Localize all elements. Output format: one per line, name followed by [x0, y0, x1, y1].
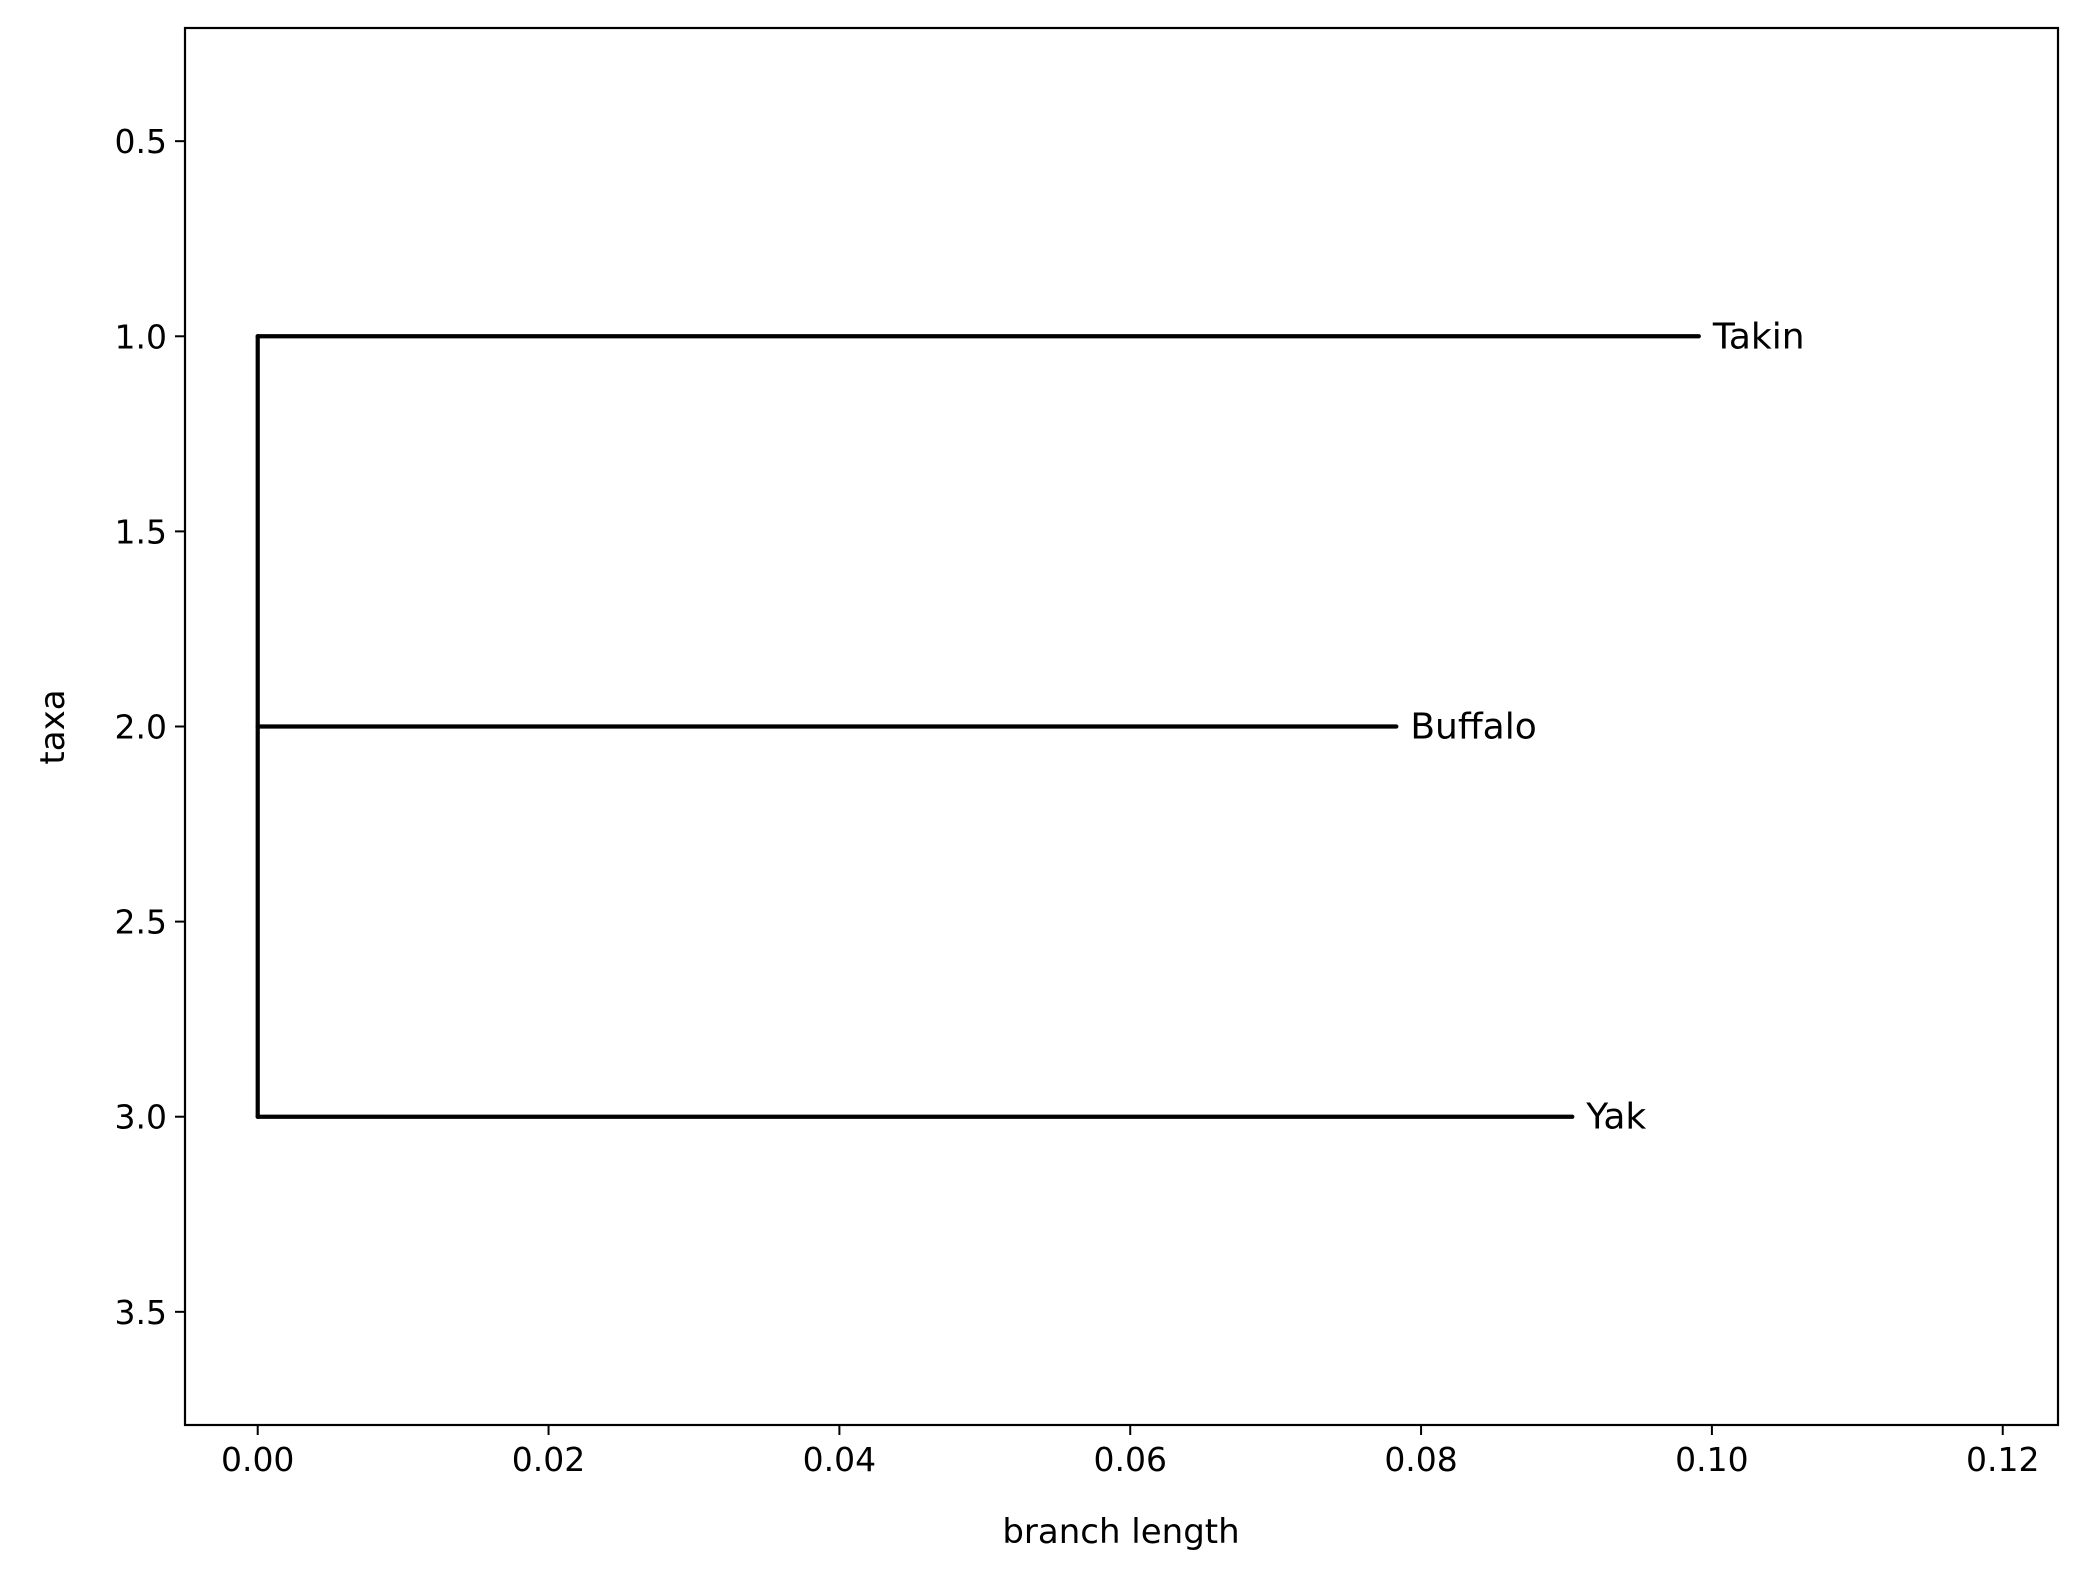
y-tick-label: 1.5	[115, 512, 167, 551]
x-tick-label: 0.00	[221, 1440, 294, 1479]
plot-frame	[183, 26, 2060, 1427]
x-axis-label: branch length	[1002, 1512, 1239, 1552]
y-axis-label: taxa	[33, 689, 73, 764]
y-tick-label: 2.5	[115, 903, 167, 942]
taxon-label-yak: Yak	[1585, 1097, 1646, 1138]
y-tick-label: 1.0	[115, 317, 167, 356]
y-tick-label: 3.0	[115, 1098, 167, 1137]
taxon-label-takin: Takin	[1712, 316, 1805, 357]
y-tick-label: 0.5	[115, 122, 167, 161]
y-tick-label: 3.5	[115, 1293, 167, 1332]
x-tick-label: 0.12	[1966, 1440, 2039, 1479]
x-tick-label: 0.06	[1093, 1440, 1166, 1479]
x-tick-label: 0.04	[803, 1440, 876, 1479]
x-ticks: 0.00 0.02 0.04 0.06 0.08 0.10 0.12	[221, 1425, 2039, 1479]
x-tick-label: 0.08	[1384, 1440, 1457, 1479]
y-ticks: 0.5 1.0 1.5 2.0 2.5 3.0 3.5	[115, 122, 185, 1332]
tree-layer: Takin Buffalo Yak	[255, 316, 1805, 1138]
y-tick-label: 2.0	[115, 708, 167, 747]
taxon-label-buffalo: Buffalo	[1410, 707, 1536, 748]
x-tick-label: 0.02	[512, 1440, 585, 1479]
x-tick-label: 0.10	[1675, 1440, 1748, 1479]
